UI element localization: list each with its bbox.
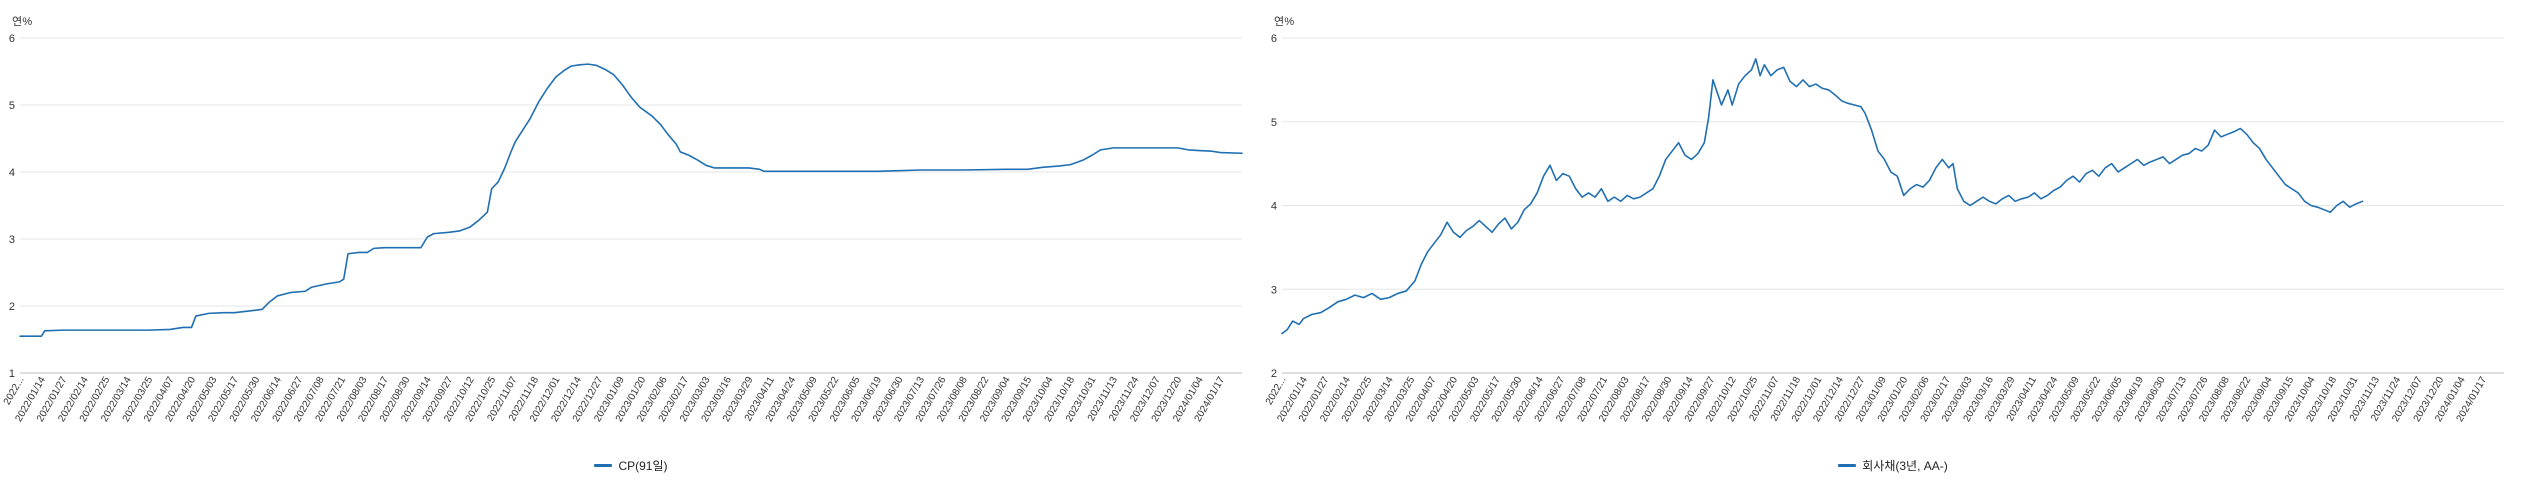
y-tick-label: 6 xyxy=(1271,33,1277,45)
y-axis-unit-label: 연% xyxy=(1274,16,1295,28)
y-tick-label: 6 xyxy=(9,33,15,45)
legend-right[interactable]: 회사채(3년, AA-) xyxy=(1262,457,2524,474)
chart-panel-right: 연% 2 3 4 5 6 2022... 2022/01/14 2022/01/27 2022/… xyxy=(1262,0,2524,500)
chart-panel-left: 연% 1 2 3 4 5 6 2022... 2022/01/14 2022/01/27 2022… xyxy=(0,16,1262,474)
y-tick-label: 2 xyxy=(1271,368,1277,380)
legend-swatch xyxy=(594,464,613,467)
y-tick-label: 4 xyxy=(9,167,15,179)
legend-label: 회사채(3년, AA-) xyxy=(1862,459,1948,473)
y-tick-label: 2 xyxy=(9,301,15,313)
legend-label: CP(91일) xyxy=(618,459,668,473)
line-chart-right: 234562022...2022/01/142022/01/272022/02/… xyxy=(1264,33,2504,424)
y-tick-label: 5 xyxy=(1271,117,1277,129)
y-tick-label: 1 xyxy=(9,368,15,380)
y-tick-label: 5 xyxy=(9,100,15,112)
y-tick-label: 3 xyxy=(9,234,15,246)
series-line xyxy=(19,63,1243,337)
line-chart-left: 1234562022...2022/01/142022/01/272022/02… xyxy=(2,33,1243,424)
legend-left[interactable]: CP(91일) xyxy=(0,457,1262,474)
y-tick-label: 4 xyxy=(1271,201,1277,213)
legend-swatch xyxy=(1838,464,1857,467)
series-line xyxy=(1281,58,2364,335)
y-axis-unit-label: 연% xyxy=(12,16,33,28)
y-tick-label: 3 xyxy=(1271,284,1277,296)
